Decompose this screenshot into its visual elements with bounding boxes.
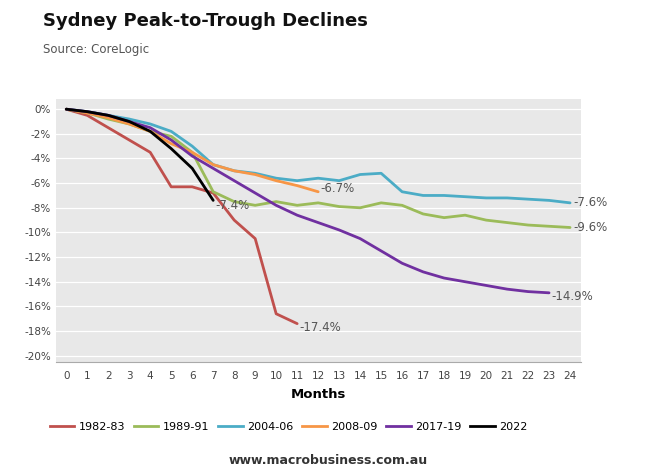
Text: Source: CoreLogic: Source: CoreLogic [43,43,149,55]
Text: www.macrobusiness.com.au: www.macrobusiness.com.au [228,455,428,467]
Legend: 1982-83, 1989-91, 2004-06, 2008-09, 2017-19, 2022: 1982-83, 1989-91, 2004-06, 2008-09, 2017… [45,418,532,437]
Text: -9.6%: -9.6% [573,221,607,234]
Text: -6.7%: -6.7% [320,182,354,194]
Text: -7.4%: -7.4% [215,199,249,212]
Text: -17.4%: -17.4% [299,321,341,334]
Text: BUSINESS: BUSINESS [508,50,598,65]
Text: -14.9%: -14.9% [551,290,593,303]
Text: Sydney Peak-to-Trough Declines: Sydney Peak-to-Trough Declines [43,12,367,30]
Text: -7.6%: -7.6% [573,196,607,210]
X-axis label: Months: Months [291,388,346,401]
Text: MACRO: MACRO [512,24,593,43]
